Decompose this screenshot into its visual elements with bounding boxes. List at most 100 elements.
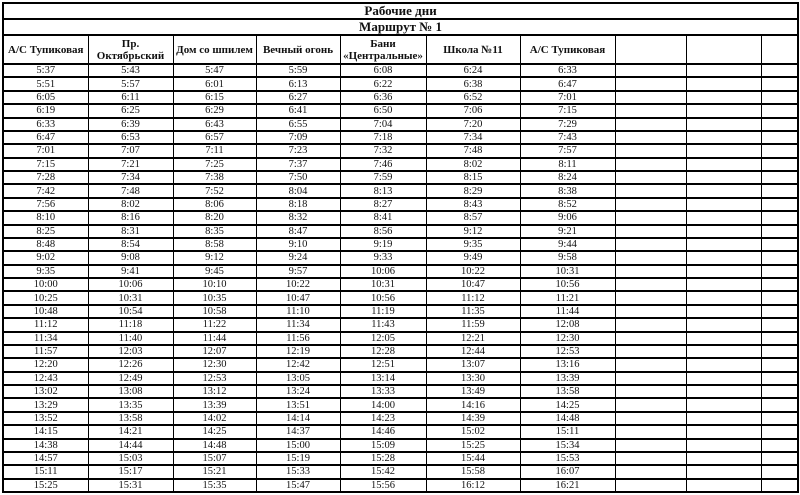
time-cell: 6:13	[255, 76, 341, 92]
time-cell: 15:00	[255, 437, 341, 453]
time-cell: 8:10	[2, 210, 89, 226]
time-cell: 6:43	[172, 116, 257, 132]
time-cell: 7:38	[172, 169, 257, 186]
time-cell: 6:52	[425, 89, 521, 106]
time-cell: 15:25	[425, 437, 521, 453]
time-cell: 6:41	[255, 103, 341, 119]
time-cell: 13:58	[87, 410, 174, 427]
time-cell: 7:28	[2, 169, 89, 186]
time-cell: 8:38	[519, 183, 616, 199]
time-cell: 6:55	[255, 116, 341, 132]
time-cell: 15:47	[255, 477, 341, 494]
empty-cell	[685, 370, 762, 387]
time-cell: 11:57	[2, 343, 89, 360]
table-row: 6:19 6:25 6:29 6:41 6:50 7:06 7:15	[2, 103, 799, 119]
time-cell: 7:34	[87, 169, 174, 186]
empty-cell	[760, 424, 799, 440]
column-header-stop: Школа №11	[425, 34, 521, 65]
empty-cell	[760, 477, 799, 494]
empty-cell	[614, 330, 687, 346]
table-row: 6:47 6:53 6:57 7:09 7:18 7:34 7:43	[2, 129, 799, 146]
time-cell: 8:48	[2, 236, 89, 253]
empty-cell	[685, 383, 762, 400]
time-cell: 10:22	[425, 263, 521, 280]
time-cell: 10:35	[172, 290, 257, 306]
table-row: 7:56 8:02 8:06 8:18 8:27 8:43 8:52	[2, 196, 799, 213]
time-cell: 14:14	[255, 410, 341, 427]
time-cell: 8:27	[339, 196, 427, 213]
column-header-empty	[685, 34, 762, 65]
empty-cell	[614, 303, 687, 320]
empty-cell	[614, 437, 687, 453]
time-cell: 13:12	[172, 383, 257, 400]
time-cell: 7:15	[2, 156, 89, 173]
column-header-row: А/С Тупиковая Пр. Октябрьский Дом со шпиле…	[2, 34, 799, 65]
column-header-stop: Пр. Октябрьский	[87, 34, 174, 65]
time-cell: 12:30	[519, 330, 616, 346]
time-cell: 7:20	[425, 116, 521, 132]
empty-cell	[685, 236, 762, 253]
table-row: 10:25 10:31 10:35 10:47 10:56 11:12 11:21	[2, 290, 799, 306]
time-cell: 14:25	[172, 424, 257, 440]
time-cell: 13:39	[519, 370, 616, 387]
time-cell: 6:33	[2, 116, 89, 132]
time-cell: 6:33	[519, 62, 616, 79]
empty-cell	[614, 263, 687, 280]
time-cell: 14:37	[255, 424, 341, 440]
time-cell: 15:33	[255, 464, 341, 480]
empty-cell	[685, 477, 762, 494]
timetable-body: 5:37 5:43 5:47 5:59 6:08 6:24 6:33 5:51 5:57 6:01…	[2, 62, 799, 494]
time-cell: 12:43	[2, 370, 89, 387]
empty-cell	[685, 169, 762, 186]
time-cell: 14:38	[2, 437, 89, 453]
time-cell: 7:48	[87, 183, 174, 199]
time-cell: 7:07	[87, 143, 174, 159]
empty-cell	[760, 223, 799, 239]
time-cell: 9:12	[425, 223, 521, 239]
time-cell: 12:07	[172, 343, 257, 360]
time-cell: 12:53	[172, 370, 257, 387]
time-cell: 12:05	[339, 330, 427, 346]
time-cell: 6:22	[339, 76, 427, 92]
empty-cell	[760, 343, 799, 360]
empty-cell	[614, 62, 687, 79]
time-cell: 8:24	[519, 169, 616, 186]
table-row: 9:02 9:08 9:12 9:24 9:33 9:49 9:58	[2, 250, 799, 266]
time-cell: 13:05	[255, 370, 341, 387]
time-cell: 10:10	[172, 276, 257, 293]
time-cell: 15:19	[255, 450, 341, 467]
time-cell: 8:15	[425, 169, 521, 186]
time-cell: 5:47	[172, 62, 257, 79]
time-cell: 6:11	[87, 89, 174, 106]
empty-cell	[760, 116, 799, 132]
time-cell: 7:50	[255, 169, 341, 186]
time-cell: 13:39	[172, 397, 257, 413]
table-row: 15:25 15:31 15:35 15:47 15:56 16:12 16:21	[2, 477, 799, 494]
empty-cell	[760, 450, 799, 467]
time-cell: 12:51	[339, 357, 427, 373]
time-cell: 11:34	[2, 330, 89, 346]
column-header-empty	[614, 34, 687, 65]
table-row: 6:05 6:11 6:15 6:27 6:36 6:52 7:01	[2, 89, 799, 106]
time-cell: 14:57	[2, 450, 89, 467]
time-cell: 8:43	[425, 196, 521, 213]
time-cell: 5:43	[87, 62, 174, 79]
time-cell: 10:22	[255, 276, 341, 293]
time-cell: 8:52	[519, 196, 616, 213]
empty-cell	[614, 357, 687, 373]
time-cell: 6:19	[2, 103, 89, 119]
time-cell: 7:18	[339, 129, 427, 146]
time-cell: 9:10	[255, 236, 341, 253]
time-cell: 8:25	[2, 223, 89, 239]
table-row: 14:15 14:21 14:25 14:37 14:46 15:02 15:11	[2, 424, 799, 440]
empty-cell	[760, 383, 799, 400]
time-cell: 8:13	[339, 183, 427, 199]
time-cell: 12:03	[87, 343, 174, 360]
empty-cell	[685, 116, 762, 132]
time-cell: 12:42	[255, 357, 341, 373]
time-cell: 14:23	[339, 410, 427, 427]
empty-cell	[614, 370, 687, 387]
time-cell: 14:48	[172, 437, 257, 453]
empty-cell	[614, 290, 687, 306]
time-cell: 15:17	[87, 464, 174, 480]
